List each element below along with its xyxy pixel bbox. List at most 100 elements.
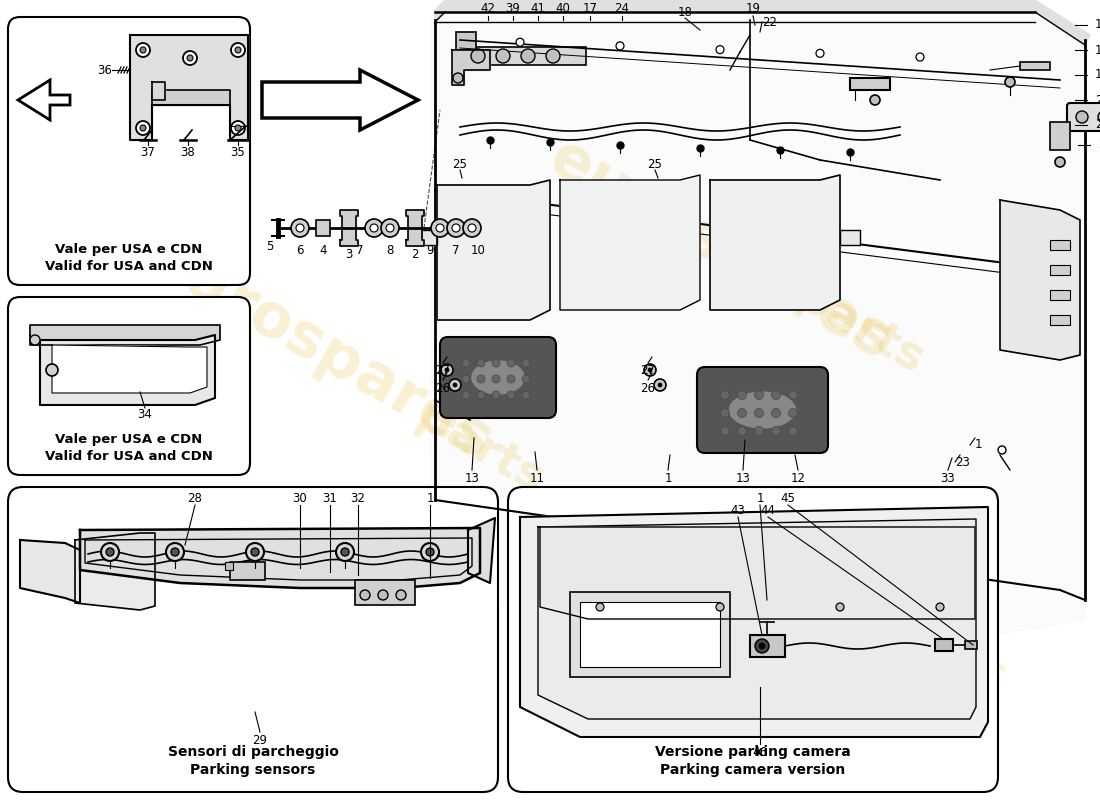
Text: 12: 12 [791,471,805,485]
Polygon shape [262,70,418,130]
Text: Parking sensors: Parking sensors [190,763,316,777]
Text: parts: parts [408,395,552,505]
Bar [1020,62,1050,70]
Text: 1: 1 [427,493,433,506]
Text: 7: 7 [452,243,460,257]
Bar [580,602,720,667]
Circle shape [360,590,370,600]
Text: 40: 40 [556,2,571,14]
FancyBboxPatch shape [8,297,250,475]
Circle shape [396,590,406,600]
Text: 39: 39 [506,2,520,14]
Polygon shape [560,175,700,310]
Circle shape [616,42,624,50]
Circle shape [477,359,485,367]
Bar [466,47,586,65]
Circle shape [1076,111,1088,123]
Circle shape [136,43,150,57]
Bar [355,580,415,605]
Circle shape [431,219,449,237]
Circle shape [101,543,119,561]
FancyBboxPatch shape [508,487,998,792]
Circle shape [522,359,530,367]
Polygon shape [520,507,988,737]
Circle shape [507,359,515,367]
Text: 24: 24 [1098,138,1100,151]
Circle shape [292,219,309,237]
Text: Versione parking camera: Versione parking camera [656,745,851,759]
Polygon shape [18,80,70,120]
Text: Vale per USA e CDN: Vale per USA e CDN [55,433,202,446]
Circle shape [452,224,460,232]
Polygon shape [434,0,1090,45]
Circle shape [378,590,388,600]
Bar [935,639,953,651]
Circle shape [235,47,241,53]
Circle shape [716,46,724,54]
Text: 24: 24 [615,2,629,14]
Polygon shape [80,528,480,588]
Circle shape [166,543,184,561]
Polygon shape [430,5,1085,640]
Circle shape [106,548,114,556]
Text: 13: 13 [736,471,750,485]
Bar [1050,265,1070,275]
Circle shape [759,643,764,649]
Text: 30: 30 [293,493,307,506]
Text: 37: 37 [141,146,155,158]
Text: Sensori di parcheggio: Sensori di parcheggio [167,745,339,759]
Bar [1050,122,1070,150]
Circle shape [136,121,150,135]
Text: eurospares: eurospares [538,128,902,372]
Text: eurospares: eurospares [593,494,908,706]
Bar [965,641,977,649]
Text: 25: 25 [452,158,468,170]
Circle shape [654,379,666,391]
Text: Valid for USA and CDN: Valid for USA and CDN [45,261,213,274]
Circle shape [755,390,763,399]
Circle shape [463,219,481,237]
Circle shape [30,335,40,345]
Circle shape [492,359,500,367]
Text: 20: 20 [1094,118,1100,131]
Circle shape [522,375,530,383]
Circle shape [492,391,500,399]
Circle shape [546,49,560,63]
Polygon shape [468,518,495,583]
Bar [456,32,476,50]
Circle shape [755,639,769,653]
Circle shape [771,426,781,435]
Text: 13: 13 [464,471,480,485]
Text: 43: 43 [730,505,746,518]
Circle shape [496,49,510,63]
Circle shape [246,543,264,561]
Circle shape [421,543,439,561]
Circle shape [507,375,515,383]
Circle shape [936,603,944,611]
Circle shape [737,426,747,435]
Polygon shape [20,540,80,603]
Circle shape [446,368,449,372]
Text: 29: 29 [253,734,267,746]
Text: 1: 1 [757,493,763,506]
Circle shape [1098,111,1100,123]
Polygon shape [40,335,214,405]
Circle shape [453,383,456,387]
Circle shape [716,603,724,611]
Polygon shape [538,519,976,719]
Circle shape [507,391,515,399]
Circle shape [449,379,461,391]
Circle shape [441,364,453,376]
Text: 26: 26 [640,382,656,394]
Circle shape [453,73,463,83]
Polygon shape [406,210,424,246]
Text: 8: 8 [386,243,394,257]
Polygon shape [710,175,840,310]
Circle shape [755,409,763,418]
Text: 19: 19 [746,2,760,14]
Text: 14: 14 [1094,18,1100,31]
Text: 10: 10 [471,243,485,257]
Text: 44: 44 [760,505,775,518]
Text: 36: 36 [98,63,112,77]
Circle shape [492,375,500,383]
